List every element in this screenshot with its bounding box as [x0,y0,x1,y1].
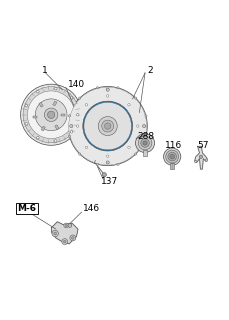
Circle shape [55,140,57,142]
Circle shape [166,150,179,163]
Circle shape [69,87,147,165]
Text: 288: 288 [137,132,154,141]
Circle shape [70,96,73,99]
Text: 137: 137 [101,177,118,186]
Circle shape [106,88,109,91]
Text: 116: 116 [165,141,183,150]
Text: 140: 140 [68,80,85,89]
Circle shape [199,155,203,158]
Bar [53,101,57,106]
Circle shape [205,159,208,161]
Circle shape [68,115,71,117]
Circle shape [96,87,98,89]
Circle shape [68,224,72,227]
Circle shape [70,131,73,133]
Circle shape [79,97,81,99]
Circle shape [62,239,68,244]
Circle shape [65,224,67,227]
Circle shape [194,160,197,163]
Circle shape [135,153,137,155]
Circle shape [98,116,117,136]
Circle shape [52,230,58,237]
Circle shape [70,235,76,241]
Circle shape [102,120,114,132]
Circle shape [106,95,109,97]
Circle shape [63,240,66,243]
Circle shape [76,114,79,116]
Polygon shape [195,146,207,169]
Circle shape [85,104,88,106]
Text: 57: 57 [197,141,209,150]
Bar [61,114,65,116]
Circle shape [141,139,149,147]
Circle shape [168,152,177,161]
Circle shape [23,87,79,143]
Circle shape [35,99,67,131]
Bar [33,116,37,118]
Circle shape [102,173,106,177]
Circle shape [64,223,68,228]
Circle shape [96,163,98,165]
Circle shape [106,155,109,157]
Circle shape [71,236,74,239]
Circle shape [68,86,147,166]
Circle shape [164,148,181,165]
Circle shape [68,135,71,137]
Circle shape [37,137,39,139]
Circle shape [27,91,75,139]
Bar [55,125,59,130]
Circle shape [47,111,55,118]
Circle shape [137,125,139,127]
Circle shape [142,124,146,128]
Circle shape [76,125,79,127]
Circle shape [44,108,58,122]
Circle shape [117,87,119,89]
Circle shape [25,123,27,125]
Circle shape [105,123,111,129]
Circle shape [84,102,131,150]
Circle shape [79,153,81,155]
Circle shape [25,104,27,107]
Circle shape [55,87,57,90]
Circle shape [83,101,133,151]
Bar [39,102,43,107]
Circle shape [145,115,147,117]
Bar [41,126,45,131]
Circle shape [85,146,88,148]
Circle shape [145,135,147,137]
Circle shape [170,154,174,159]
Text: 2: 2 [147,66,153,75]
Bar [170,163,174,169]
Circle shape [37,91,39,93]
Text: 1: 1 [42,66,48,75]
Circle shape [143,141,147,145]
Text: M-6: M-6 [17,204,36,213]
Circle shape [136,133,155,153]
Circle shape [54,232,57,235]
Bar [143,150,147,156]
Circle shape [128,104,130,106]
Polygon shape [52,222,78,244]
Circle shape [21,84,82,145]
Circle shape [128,146,130,148]
Circle shape [135,97,137,99]
Text: 146: 146 [83,204,100,213]
Circle shape [70,124,73,128]
Circle shape [117,163,119,165]
Circle shape [138,136,152,150]
Circle shape [106,161,109,164]
